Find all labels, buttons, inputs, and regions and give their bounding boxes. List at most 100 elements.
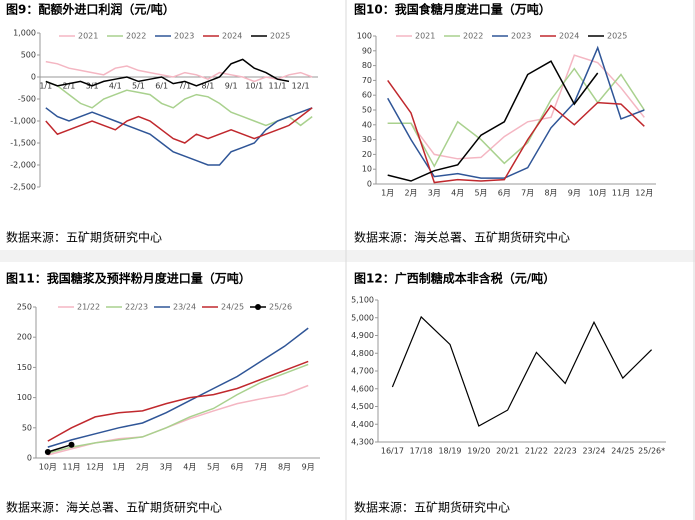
series-line: [45, 107, 313, 144]
legend-label: 2025: [607, 32, 627, 41]
y-tick-label: 4,700: [351, 367, 374, 376]
y-tick-label: 30: [362, 135, 372, 144]
x-tick-label: 9/1: [225, 82, 238, 91]
y-tick-label: 4,800: [351, 349, 374, 358]
legend-label: 2021: [415, 32, 435, 41]
y-tick-label: -1,000: [10, 117, 36, 126]
y-tick-label: -2,000: [10, 161, 36, 170]
y-tick-label: 0: [367, 180, 372, 189]
x-tick-label: 11月: [62, 463, 80, 472]
y-tick-label: 4,300: [351, 438, 374, 447]
x-tick-label: 9月: [302, 463, 315, 472]
x-tick-label: 10月: [589, 189, 607, 198]
x-tick-label: 25/26*: [638, 447, 665, 456]
legend-label: 23/24: [173, 303, 196, 312]
y-tick-label: 150: [17, 363, 32, 372]
y-tick-label: 200: [17, 333, 32, 342]
x-tick-label: 1月: [112, 463, 125, 472]
x-tick-label: 7/1: [178, 82, 191, 91]
marker: [44, 448, 51, 455]
source: 数据来源：海关总署、五矿期货研究中心: [6, 500, 222, 515]
x-tick-label: 21/22: [525, 447, 548, 456]
y-tick-label: 10: [362, 165, 372, 174]
x-tick-label: 2月: [136, 463, 149, 472]
x-tick-label: 2/1: [63, 82, 76, 91]
x-tick-label: 7月: [254, 463, 267, 472]
chart-title: 图10：我国食糖月度进口量（万吨）: [354, 2, 551, 17]
chart-title: 图9：配额外进口利润（元/吨）: [6, 2, 175, 17]
y-tick-label: 70: [362, 76, 372, 85]
legend-marker: [255, 304, 261, 310]
y-tick-label: 80: [362, 61, 372, 70]
series-line: [387, 54, 645, 160]
y-tick-label: 100: [357, 32, 372, 41]
x-tick-label: 2月: [404, 189, 417, 198]
y-tick-label: 50: [362, 106, 372, 115]
x-tick-label: 22/23: [554, 447, 577, 456]
y-tick-label: 5,000: [351, 313, 374, 322]
y-tick-label: 90: [362, 46, 372, 55]
series-line: [47, 327, 309, 448]
y-tick-label: 250: [17, 303, 32, 312]
x-tick-label: 5/1: [132, 82, 145, 91]
y-tick-label: 40: [362, 120, 372, 129]
y-tick-label: -1,500: [10, 139, 36, 148]
x-tick-label: 9月: [568, 189, 581, 198]
legend-label: 2024: [559, 32, 579, 41]
x-tick-label: 18/19: [438, 447, 461, 456]
x-tick-label: 8月: [544, 189, 557, 198]
x-tick-label: 7月: [521, 189, 534, 198]
y-tick-label: 0: [27, 454, 32, 463]
legend-label: 2023: [174, 32, 194, 41]
legend-label: 21/22: [77, 303, 100, 312]
legend-label: 24/25: [221, 303, 244, 312]
x-tick-label: 23/24: [582, 447, 605, 456]
y-tick-label: 0: [31, 73, 36, 82]
legend-label: 25/26: [269, 303, 292, 312]
legend-label: 2022: [463, 32, 483, 41]
series-line: [45, 107, 313, 166]
y-tick-label: 100: [17, 393, 32, 402]
y-tick-label: 1,000: [13, 29, 36, 38]
legend-label: 2021: [78, 32, 98, 41]
x-tick-label: 8月: [278, 463, 291, 472]
legend-label: 2023: [511, 32, 531, 41]
x-tick-label: 10月: [39, 463, 57, 472]
x-tick-label: 12/1: [292, 82, 310, 91]
y-tick-label: 4,600: [351, 384, 374, 393]
series-line: [45, 60, 313, 83]
series-line: [47, 443, 72, 453]
x-tick-label: 6月: [498, 189, 511, 198]
y-tick-label: 20: [362, 150, 372, 159]
y-tick-label: -2,500: [10, 183, 36, 192]
y-tick-label: 5,100: [351, 296, 374, 305]
series-line: [387, 79, 645, 184]
chart-title: 图12：广西制糖成本非含税（元/吨）: [354, 271, 555, 286]
x-tick-label: 11/1: [268, 82, 286, 91]
series-line: [47, 363, 309, 454]
legend-label: 22/23: [125, 303, 148, 312]
y-tick-label: -500: [18, 95, 36, 104]
x-tick-label: 4月: [451, 189, 464, 198]
x-tick-label: 12月: [86, 463, 104, 472]
series-line: [47, 360, 309, 442]
x-tick-label: 1月: [381, 189, 394, 198]
y-tick-label: 4,900: [351, 331, 374, 340]
series-line: [391, 315, 653, 427]
x-tick-label: 10/1: [245, 82, 263, 91]
x-tick-label: 17/18: [410, 447, 433, 456]
separator: [0, 250, 695, 262]
series-line: [387, 67, 645, 168]
series-line: [387, 60, 599, 182]
x-tick-label: 5月: [207, 463, 220, 472]
x-tick-label: 4月: [183, 463, 196, 472]
legend-label: 2022: [126, 32, 146, 41]
x-tick-label: 24/25: [611, 447, 634, 456]
y-tick-label: 50: [22, 423, 32, 432]
marker: [68, 441, 75, 448]
x-tick-label: 3月: [160, 463, 173, 472]
source: 数据来源：五矿期货研究中心: [354, 500, 510, 515]
series-line: [45, 80, 313, 127]
y-tick-label: 500: [21, 51, 36, 60]
